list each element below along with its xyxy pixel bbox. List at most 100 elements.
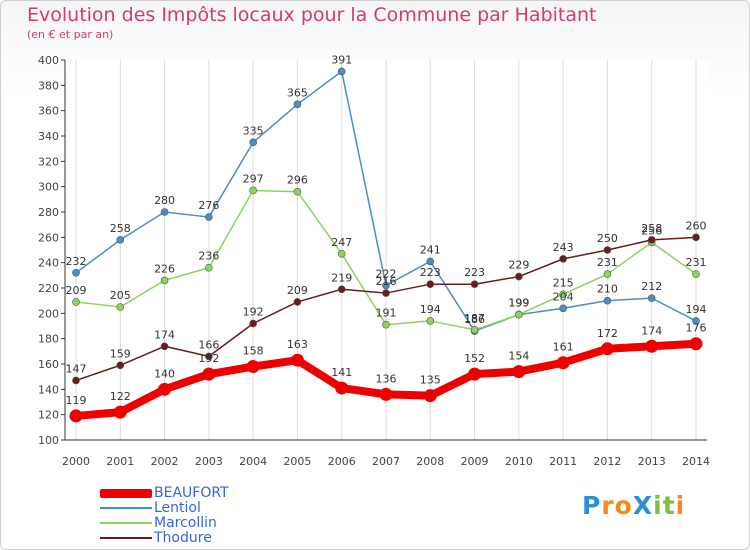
data-label: 335 xyxy=(243,124,264,137)
data-point xyxy=(559,290,567,299)
data-label: 236 xyxy=(198,250,219,263)
y-tick-label: 300 xyxy=(38,181,59,194)
y-tick-label: 120 xyxy=(38,409,59,422)
x-tick-label: 2014 xyxy=(682,455,710,468)
data-point xyxy=(468,367,482,381)
legend-swatch-marcollin xyxy=(100,522,152,524)
x-tick-label: 2008 xyxy=(416,455,444,468)
data-point xyxy=(116,303,125,311)
data-label: 209 xyxy=(287,284,308,297)
data-point xyxy=(559,255,567,263)
x-tick-label: 2010 xyxy=(505,455,533,468)
data-label: 194 xyxy=(420,303,441,316)
data-point xyxy=(72,268,80,277)
data-label: 152 xyxy=(464,352,485,365)
data-label: 209 xyxy=(66,284,87,297)
data-label: 186 xyxy=(464,313,485,326)
legend-label-thodure: Thodure xyxy=(154,530,212,546)
data-point xyxy=(160,208,169,216)
data-label: 176 xyxy=(686,322,707,335)
data-label: 141 xyxy=(331,366,352,379)
data-label: 158 xyxy=(243,345,264,358)
legend-item-lentiol: Lentiol xyxy=(100,501,201,516)
data-point xyxy=(382,281,390,290)
data-label: 231 xyxy=(597,256,618,269)
data-label: 205 xyxy=(110,289,131,302)
data-point xyxy=(246,360,260,374)
data-point xyxy=(72,376,80,385)
logo-letter: P xyxy=(582,491,602,520)
data-label: 135 xyxy=(420,374,441,387)
x-tick-label: 2003 xyxy=(195,455,223,468)
data-label: 191 xyxy=(376,307,397,320)
data-label: 223 xyxy=(420,266,441,279)
data-label: 223 xyxy=(464,266,485,279)
data-label: 161 xyxy=(553,341,574,354)
data-label: 219 xyxy=(331,271,352,284)
data-label: 147 xyxy=(66,362,87,375)
chart-title: Evolution des Impôts locaux pour la Comm… xyxy=(27,4,597,26)
data-point xyxy=(603,270,612,278)
data-point xyxy=(205,263,213,272)
data-point xyxy=(647,294,656,302)
x-tick-label: 2007 xyxy=(372,455,400,468)
data-point xyxy=(692,270,700,278)
logo-letter: i xyxy=(675,491,686,520)
data-point xyxy=(470,280,479,289)
x-tick-label: 2002 xyxy=(151,455,179,468)
data-label: 365 xyxy=(287,86,308,99)
data-point xyxy=(382,320,390,329)
data-label: 226 xyxy=(154,262,175,275)
legend-item-thodure: Thodure xyxy=(100,531,212,546)
data-label: 136 xyxy=(376,372,397,385)
data-point xyxy=(202,367,216,381)
data-point xyxy=(335,381,349,395)
y-tick-label: 360 xyxy=(38,105,59,118)
data-point xyxy=(337,250,346,258)
data-point xyxy=(515,310,523,319)
data-label: 296 xyxy=(287,174,308,187)
data-label: 187 xyxy=(464,312,485,325)
data-point xyxy=(293,100,302,109)
x-tick-label: 2005 xyxy=(283,455,311,468)
data-point xyxy=(603,246,612,254)
data-label: 122 xyxy=(110,390,131,403)
data-label: 250 xyxy=(597,232,618,245)
chart-subtitle: (en € et par an) xyxy=(27,28,114,41)
data-label: 276 xyxy=(198,199,219,212)
data-label: 258 xyxy=(641,222,662,235)
data-label: 212 xyxy=(641,280,662,293)
data-label: 216 xyxy=(376,275,397,288)
data-label: 215 xyxy=(553,276,574,289)
data-point xyxy=(72,298,80,306)
logo-letter: o xyxy=(614,491,633,520)
data-label: 199 xyxy=(508,297,529,310)
x-tick-label: 2000 xyxy=(62,455,90,468)
x-tick-label: 2011 xyxy=(549,455,577,468)
y-tick-label: 260 xyxy=(38,231,59,244)
legend-swatch-beaufort xyxy=(100,488,152,498)
data-label: 119 xyxy=(66,394,87,407)
y-tick-label: 240 xyxy=(38,257,59,270)
data-point xyxy=(337,285,346,294)
data-point xyxy=(692,233,700,242)
legend-swatch-thodure xyxy=(100,537,152,539)
data-point xyxy=(512,365,526,379)
data-label: 280 xyxy=(154,194,175,207)
data-point xyxy=(290,353,304,367)
logo-letter: X xyxy=(632,491,654,520)
data-label: 194 xyxy=(686,303,707,316)
data-point xyxy=(293,187,302,196)
logo-letter: i xyxy=(653,491,663,520)
data-point xyxy=(600,342,614,356)
data-label: 222 xyxy=(376,267,397,280)
data-point xyxy=(160,276,169,285)
legend-label-lentiol: Lentiol xyxy=(154,500,201,516)
y-tick-label: 160 xyxy=(38,358,59,371)
x-tick-label: 2001 xyxy=(106,455,134,468)
y-tick-label: 100 xyxy=(38,434,59,447)
data-label: 210 xyxy=(597,283,618,296)
legend-item-marcollin: Marcollin xyxy=(100,516,217,531)
data-point xyxy=(160,342,169,351)
